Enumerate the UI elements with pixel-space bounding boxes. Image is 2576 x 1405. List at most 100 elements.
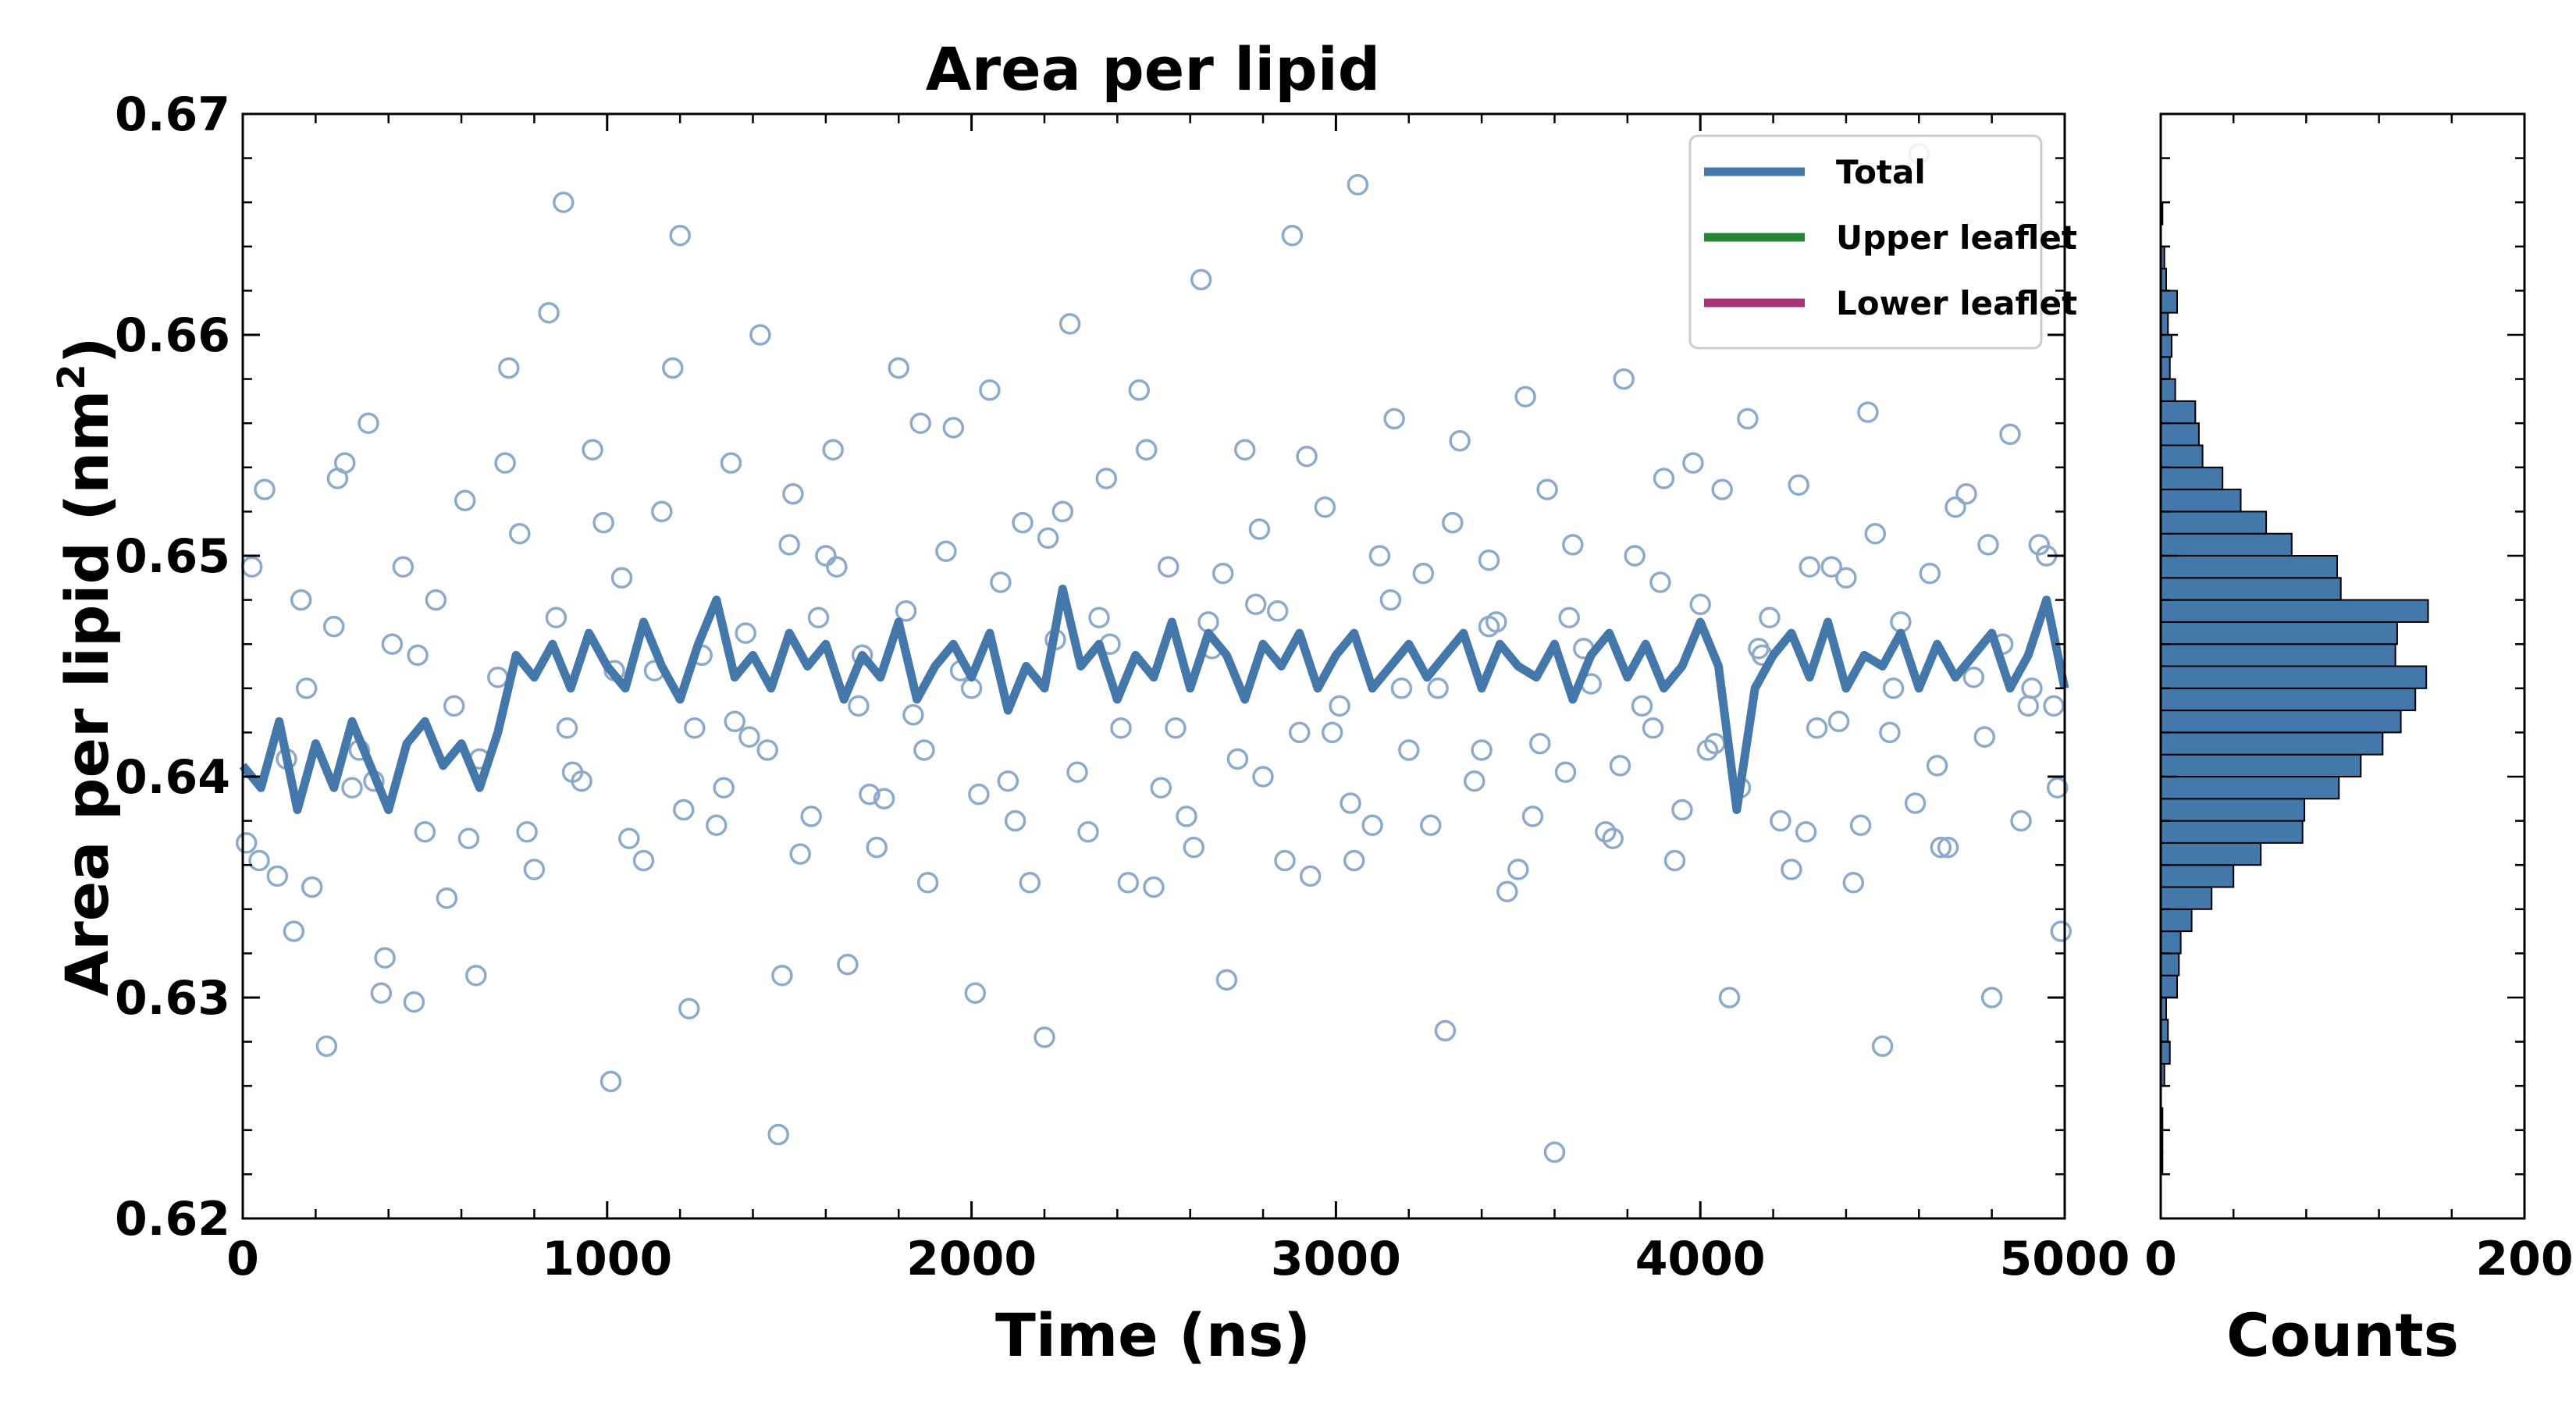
scatter-point <box>1390 678 1413 699</box>
y-tick-label: 0.67 <box>115 87 230 142</box>
scatter-point <box>341 777 363 799</box>
scatter-point <box>1329 695 1350 717</box>
legend-label: Total <box>1836 153 1926 191</box>
scatter-point <box>1442 511 1464 534</box>
scatter-point <box>1904 792 1927 814</box>
scatter-point <box>913 739 935 761</box>
y-tick-label: 0.64 <box>115 750 230 805</box>
y-axis-label-close: ) <box>52 336 122 364</box>
histogram-bar <box>2160 710 2402 734</box>
scatter-point <box>2050 920 2073 942</box>
scatter-point <box>1682 452 1704 474</box>
histogram-x-axis-label: Counts <box>2226 1300 2459 1370</box>
scatter-point <box>457 827 480 849</box>
scatter-point <box>1485 611 1507 633</box>
x-tick-label: 2000 <box>906 1232 1037 1286</box>
scatter-point <box>1718 987 1741 1008</box>
scatter-point <box>1274 849 1296 872</box>
scatter-point <box>848 695 870 717</box>
scatter-point <box>1157 556 1179 578</box>
scatter-point <box>240 556 263 578</box>
scatter-point <box>1879 721 1901 744</box>
y-axis-label-main: Area per lipid (nm <box>52 390 122 997</box>
scatter-point <box>1183 836 1205 859</box>
x-tick-label: 4000 <box>1635 1232 1766 1286</box>
histogram-axis-ticks: 0 200 <box>2144 112 2574 1286</box>
scatter-point <box>381 633 404 655</box>
hist-x-tick-label: 0 <box>2144 1232 2177 1286</box>
histogram-bar <box>2160 599 2429 623</box>
histogram-bar <box>2160 952 2180 976</box>
scatter-point <box>1427 678 1449 699</box>
scatter-point <box>724 710 745 733</box>
scatter-point <box>935 540 957 563</box>
scatter-point <box>1926 755 1948 777</box>
histogram-bar <box>2160 444 2204 468</box>
scatter-point <box>738 726 760 748</box>
scatter-point <box>1340 792 1361 814</box>
scatter-point <box>1296 445 1318 468</box>
scatter-point <box>1930 836 1952 859</box>
scatter-point <box>283 920 305 942</box>
histogram-bar <box>2160 841 2262 866</box>
hist-x-tick-label: 200 <box>2475 1232 2573 1286</box>
scatter-point <box>1529 732 1551 755</box>
scatter-point <box>1624 545 1646 567</box>
scatter-point <box>1882 678 1905 699</box>
scatter-point <box>1004 809 1026 832</box>
scatter-point <box>1788 474 1809 496</box>
scatter-point <box>235 832 258 854</box>
scatter-point <box>979 379 1001 401</box>
scatter-point <box>1999 423 2021 446</box>
scatter-point <box>610 567 633 589</box>
scatter-point <box>1088 606 1110 628</box>
scatter-point <box>1602 827 1624 849</box>
main-plot-frame <box>241 112 2066 1220</box>
scatter-point <box>1233 439 1256 461</box>
y-tick-label: 0.65 <box>115 529 230 584</box>
scatter-point <box>1799 556 1820 578</box>
scatter-point <box>822 439 844 461</box>
scatter-point <box>1835 567 1857 589</box>
scatter-point <box>1314 496 1336 518</box>
scatter-point <box>1066 761 1088 784</box>
scatter-point <box>1937 836 1959 859</box>
scatter-point <box>837 953 859 976</box>
scatter-point <box>1864 522 1887 545</box>
histogram-bar <box>2160 356 2171 380</box>
scatter-point <box>248 849 270 872</box>
scatter-point <box>767 1123 789 1146</box>
scatter-point <box>322 615 345 638</box>
scatter-point <box>873 788 895 810</box>
scatter-point <box>1595 821 1617 843</box>
scatter-point <box>1849 814 1872 837</box>
scatter-point <box>2043 695 2065 717</box>
histogram-bar <box>2160 908 2193 933</box>
scatter-point <box>720 452 742 474</box>
scatter-point <box>1077 821 1099 843</box>
scatter-point <box>1117 872 1140 894</box>
scatter-point <box>1150 777 1172 799</box>
scatter-point <box>771 964 793 987</box>
scatter-point <box>632 849 655 872</box>
scatter-point <box>1299 865 1322 887</box>
scatter-point <box>735 622 756 644</box>
scatter-point <box>778 534 800 556</box>
scatter-point <box>545 606 568 628</box>
scatter-point <box>487 666 509 688</box>
scatter-point <box>582 439 603 461</box>
scatter-point <box>1128 379 1151 401</box>
scatter-point <box>1019 872 1041 894</box>
y-axis-label-superscript: 2 <box>50 364 94 389</box>
scatter-point <box>301 876 323 898</box>
scatter-point <box>859 783 881 806</box>
scatter-point <box>1671 799 1693 821</box>
scatter-point <box>358 412 379 434</box>
scatter-point <box>414 821 436 843</box>
histogram-bar <box>2160 974 2178 998</box>
scatter-point <box>1496 880 1518 902</box>
histogram-bar <box>2160 930 2182 955</box>
scatter-point <box>1248 518 1271 540</box>
scatter-point <box>498 357 520 379</box>
scatter-point <box>592 511 614 534</box>
